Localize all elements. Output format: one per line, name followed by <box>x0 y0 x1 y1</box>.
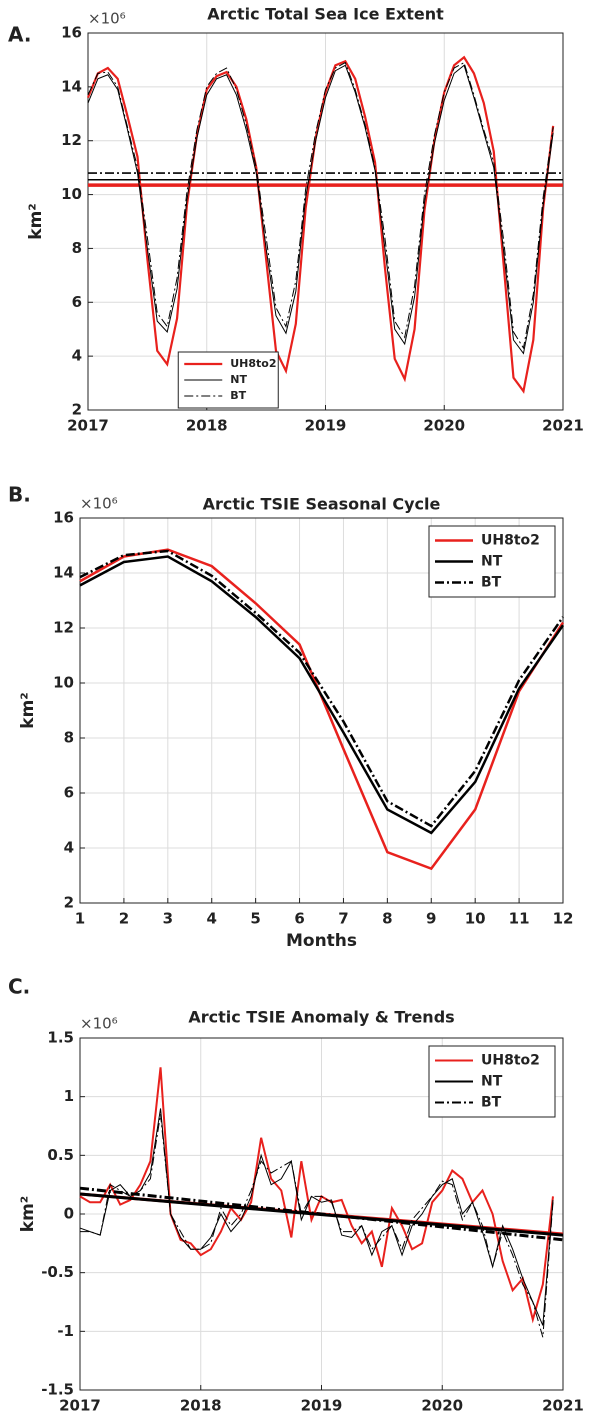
series-line <box>86 55 555 394</box>
legend-label: BT <box>481 1095 502 1111</box>
series-line <box>79 549 565 828</box>
x-tick-label: 2 <box>119 910 129 928</box>
panel-label: B. <box>8 483 31 507</box>
legend-label: BT <box>481 575 502 591</box>
x-tick-label: 2020 <box>421 1397 463 1415</box>
y-multiplier: ×10⁶ <box>88 10 126 28</box>
legend-label: UH8to2 <box>481 533 540 549</box>
y-tick-label: 0 <box>64 1205 74 1223</box>
panel-label: C. <box>8 975 30 999</box>
y-tick-label: 10 <box>61 185 82 203</box>
y-tick-label: 16 <box>53 509 74 527</box>
x-tick-label: 5 <box>250 910 260 928</box>
x-tick-label: 2017 <box>67 417 109 435</box>
x-tick-label: 2019 <box>301 1397 343 1415</box>
plot-frame <box>79 1037 564 1391</box>
y-axis-label: km² <box>18 692 38 728</box>
y-multiplier: ×10⁶ <box>80 495 118 513</box>
x-tick-label: 6 <box>294 910 304 928</box>
plot-frame <box>87 32 564 411</box>
x-tick-label: 2018 <box>186 417 228 435</box>
y-tick-label: 12 <box>53 619 74 637</box>
plot-frame <box>79 517 564 904</box>
y-tick-label: 2 <box>64 894 74 912</box>
y-tick-label: 14 <box>61 77 82 95</box>
legend-label: NT <box>481 554 503 570</box>
x-tick-label: 2017 <box>59 1397 101 1415</box>
x-tick-label: 2020 <box>423 417 465 435</box>
y-tick-label: 14 <box>53 564 74 582</box>
legend-label: BT <box>230 389 246 402</box>
x-tick-label: 8 <box>382 910 392 928</box>
x-axis-label: Months <box>286 931 357 951</box>
legend-label: NT <box>481 1074 503 1090</box>
x-tick-label: 2021 <box>542 1397 584 1415</box>
y-tick-label: 4 <box>64 839 74 857</box>
x-tick-label: 1 <box>75 910 85 928</box>
y-tick-label: -0.5 <box>41 1263 74 1281</box>
panel-label: A. <box>8 23 31 47</box>
legend-label: NT <box>230 373 247 386</box>
chart-title: Arctic TSIE Anomaly & Trends <box>188 1008 454 1027</box>
y-multiplier: ×10⁶ <box>80 1015 118 1033</box>
legend-label: UH8to2 <box>230 357 276 370</box>
series-line <box>79 1067 554 1324</box>
x-tick-label: 2021 <box>542 417 584 435</box>
y-tick-label: -1.5 <box>41 1381 74 1399</box>
series-line <box>80 1114 554 1338</box>
y-axis-label: km² <box>18 1196 38 1232</box>
series-line <box>87 64 554 355</box>
chart-title: Arctic TSIE Seasonal Cycle <box>203 495 441 514</box>
trend-line <box>79 1186 564 1242</box>
x-tick-label: 10 <box>465 910 486 928</box>
x-tick-label: 11 <box>509 910 530 928</box>
x-tick-label: 4 <box>207 910 217 928</box>
y-tick-label: 8 <box>64 729 74 747</box>
y-tick-label: 0.5 <box>47 1146 74 1164</box>
x-tick-label: 9 <box>426 910 436 928</box>
y-tick-label: 1.5 <box>47 1029 74 1047</box>
x-tick-label: 2018 <box>180 1397 222 1415</box>
y-tick-label: 12 <box>61 131 82 149</box>
series-line <box>79 1108 554 1326</box>
y-tick-label: 16 <box>61 24 82 42</box>
x-tick-label: 7 <box>338 910 348 928</box>
x-tick-label: 3 <box>163 910 173 928</box>
x-tick-label: 2019 <box>305 417 347 435</box>
y-tick-label: 8 <box>72 239 82 257</box>
y-tick-label: 1 <box>64 1087 74 1105</box>
legend-label: UH8to2 <box>481 1053 540 1069</box>
y-tick-label: -1 <box>57 1322 74 1340</box>
y-tick-label: 2 <box>72 401 82 419</box>
x-tick-label: 12 <box>553 910 574 928</box>
y-tick-label: 6 <box>72 293 82 311</box>
y-tick-label: 6 <box>64 784 74 802</box>
series-line <box>79 555 565 835</box>
y-axis-label: km² <box>26 203 46 239</box>
y-tick-label: 10 <box>53 674 74 692</box>
y-tick-label: 4 <box>72 347 82 365</box>
chart-title: Arctic Total Sea Ice Extent <box>207 5 444 24</box>
series-line <box>87 61 554 350</box>
